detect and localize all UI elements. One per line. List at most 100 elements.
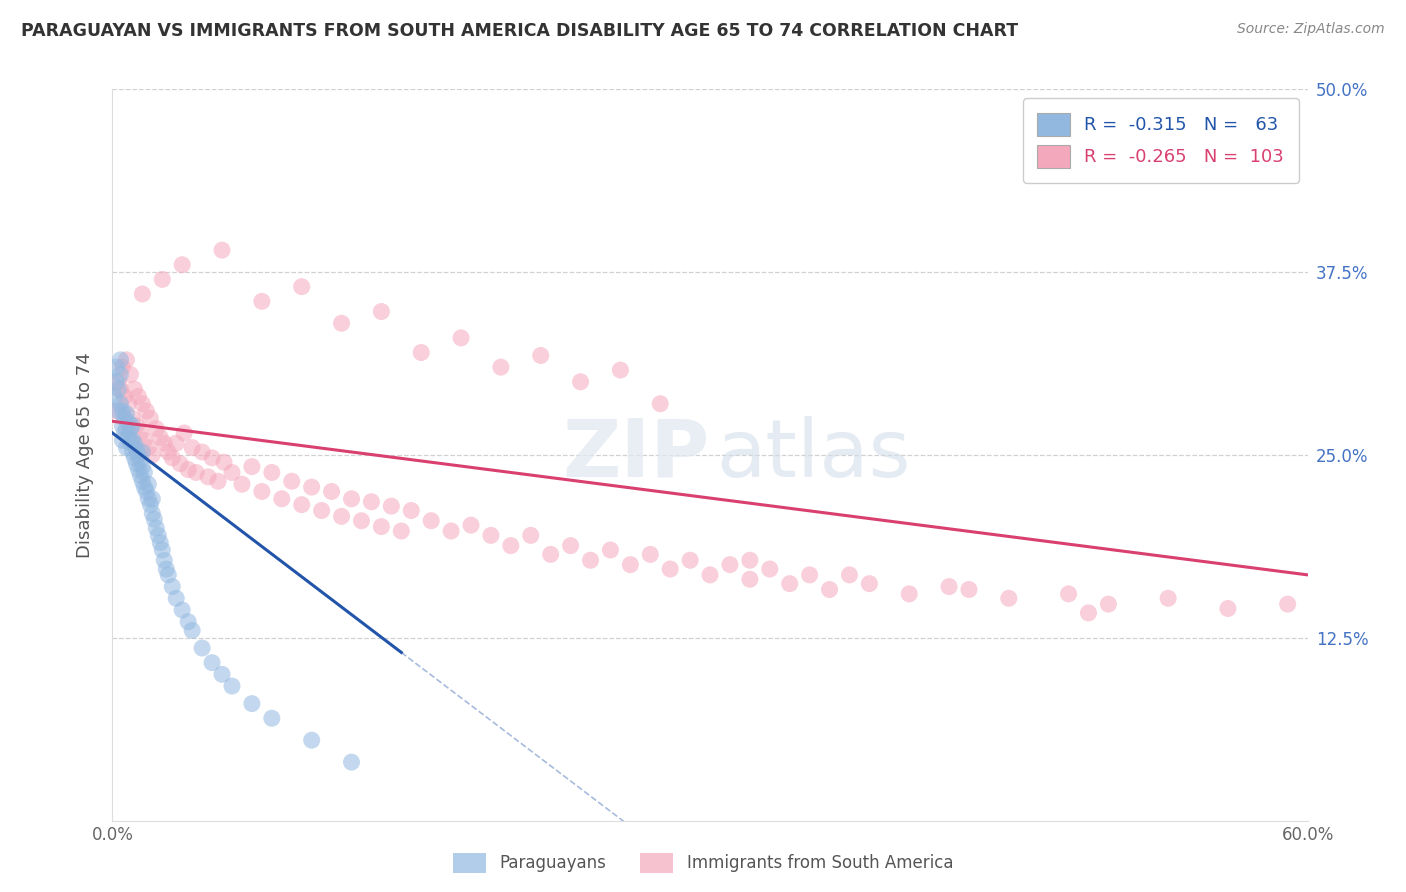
Point	[121, 418, 143, 433]
Point	[650, 397, 672, 411]
Point	[360, 494, 382, 508]
Point	[1097, 597, 1119, 611]
Point	[838, 567, 860, 582]
Point	[117, 416, 139, 430]
Point	[370, 519, 392, 533]
Point	[1277, 597, 1299, 611]
Point	[389, 524, 412, 538]
Point	[162, 580, 183, 594]
Point	[450, 331, 472, 345]
Point	[134, 466, 156, 480]
Point	[153, 436, 176, 450]
Point	[560, 539, 582, 553]
Point	[139, 411, 162, 425]
Point	[489, 360, 512, 375]
Point	[114, 425, 135, 440]
Point	[609, 363, 631, 377]
Point	[141, 507, 163, 521]
Point	[124, 382, 146, 396]
Point	[340, 491, 363, 506]
Point	[659, 562, 682, 576]
Point	[105, 375, 128, 389]
Point	[172, 603, 194, 617]
Point	[350, 514, 373, 528]
Point	[260, 711, 283, 725]
Point	[145, 521, 167, 535]
Point	[240, 697, 263, 711]
Point	[121, 411, 143, 425]
Point	[129, 454, 152, 468]
Point	[479, 528, 502, 542]
Point	[150, 272, 173, 286]
Point	[125, 457, 148, 471]
Point	[162, 450, 183, 465]
Point	[440, 524, 463, 538]
Point	[186, 466, 208, 480]
Point	[129, 425, 152, 440]
Point	[1157, 591, 1180, 606]
Point	[340, 755, 363, 769]
Point	[115, 441, 138, 455]
Point	[998, 591, 1021, 606]
Point	[231, 477, 253, 491]
Point	[380, 499, 402, 513]
Point	[131, 459, 153, 474]
Point	[738, 553, 761, 567]
Point	[221, 466, 243, 480]
Point	[115, 421, 138, 435]
Point	[127, 389, 149, 403]
Point	[105, 404, 128, 418]
Point	[738, 572, 761, 586]
Point	[120, 436, 142, 450]
Point	[120, 368, 142, 382]
Point	[818, 582, 841, 597]
Point	[311, 503, 333, 517]
Point	[1057, 587, 1080, 601]
Point	[125, 442, 148, 456]
Point	[153, 553, 176, 567]
Point	[938, 580, 960, 594]
Point	[111, 360, 134, 375]
Point	[181, 441, 204, 455]
Point	[699, 567, 721, 582]
Point	[207, 475, 229, 489]
Point	[110, 382, 132, 396]
Point	[143, 512, 166, 526]
Point	[141, 491, 163, 506]
Point	[599, 543, 621, 558]
Point	[201, 450, 224, 465]
Point	[270, 491, 292, 506]
Point	[110, 368, 132, 382]
Point	[127, 448, 149, 462]
Point	[177, 615, 200, 629]
Point	[110, 397, 132, 411]
Legend: Paraguayans, Immigrants from South America: Paraguayans, Immigrants from South Ameri…	[446, 847, 960, 880]
Point	[301, 733, 323, 747]
Point	[211, 243, 233, 257]
Point	[145, 421, 167, 435]
Point	[110, 352, 132, 367]
Text: atlas: atlas	[716, 416, 910, 494]
Point	[301, 480, 323, 494]
Point	[134, 480, 156, 494]
Point	[540, 548, 562, 562]
Point	[619, 558, 641, 572]
Point	[181, 624, 204, 638]
Point	[759, 562, 782, 576]
Point	[579, 553, 602, 567]
Point	[107, 404, 129, 418]
Point	[103, 389, 125, 403]
Point	[169, 457, 191, 471]
Point	[129, 468, 152, 483]
Point	[131, 287, 153, 301]
Point	[150, 543, 173, 558]
Point	[212, 455, 235, 469]
Point	[240, 459, 263, 474]
Point	[115, 407, 138, 421]
Point	[957, 582, 980, 597]
Point	[157, 567, 180, 582]
Point	[107, 375, 129, 389]
Point	[149, 430, 172, 444]
Point	[124, 436, 146, 450]
Point	[1077, 606, 1099, 620]
